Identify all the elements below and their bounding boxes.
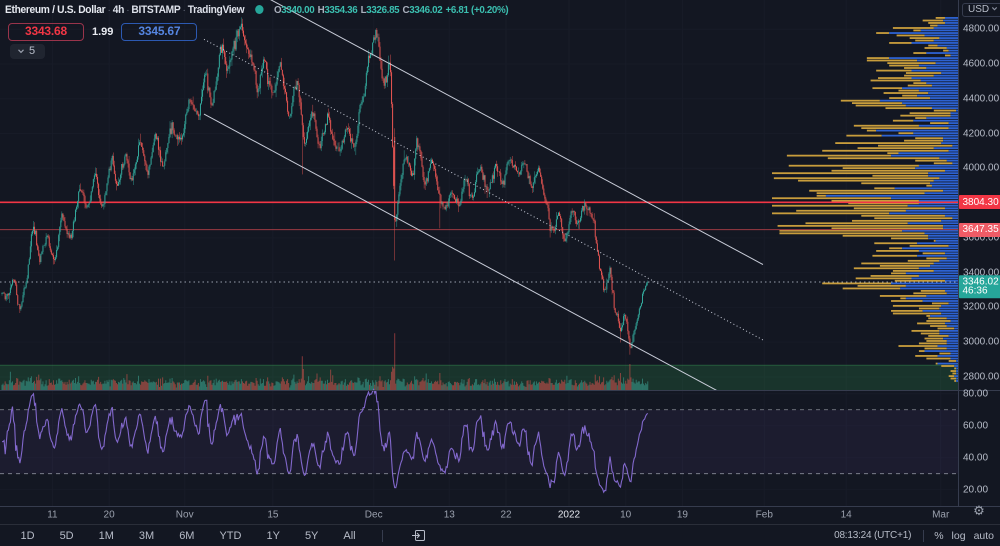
price-axis-label: 4200.00 [963, 128, 1000, 140]
high-value: 3354.36 [324, 4, 358, 16]
toolbar-divider [382, 529, 384, 542]
header-separator-3: · [182, 5, 186, 16]
symbol-title[interactable]: Ethereum / U.S. Dollar [5, 4, 106, 16]
alert-price-badge: 3647.35 [958, 222, 1000, 237]
market-status-icon[interactable] [255, 5, 264, 14]
candlesticks-layer [1, 17, 649, 355]
log-scale-button[interactable]: log [951, 529, 966, 542]
low-value: 3326.85 [366, 4, 400, 16]
object-tree-toggle[interactable]: 5 [10, 44, 46, 59]
time-axis-label: 10 [620, 509, 632, 521]
object-count: 5 [29, 45, 36, 57]
time-axis-label: 15 [267, 509, 279, 521]
time-axis-label: 20 [103, 509, 115, 521]
low-label: L [360, 4, 367, 16]
time-axis-label: 13 [443, 509, 455, 521]
chevron-down-icon [992, 7, 998, 11]
close-value: 3346.02 [409, 4, 443, 16]
price-axis-label: 4000.00 [963, 162, 1000, 174]
exchange-label[interactable]: BITSTAMP [131, 4, 181, 16]
range-button-3m[interactable]: 3M [138, 529, 155, 542]
alert-lines-layer[interactable] [0, 201, 958, 231]
symbol-header: Ethereum / U.S. Dollar · 4h · BITSTAMP · Tradi… [5, 4, 512, 16]
spread-value: 1.99 [91, 26, 114, 38]
go-to-date-icon[interactable] [411, 528, 426, 546]
rsi-axis-label: 20.00 [963, 484, 989, 496]
grid-lines-layer [0, 0, 958, 506]
header-separator-1: · [107, 5, 111, 16]
time-axis-label: Nov [175, 509, 194, 521]
rsi-pane-layer [0, 388, 958, 494]
range-button-1m[interactable]: 1M [98, 529, 114, 542]
price-scale-currency-button[interactable]: USD [962, 3, 1000, 17]
range-button-1d[interactable]: 1D [20, 529, 35, 542]
bar-countdown: 46:36 [962, 285, 988, 297]
price-axis-label: 4600.00 [963, 58, 1000, 70]
pane-borders-layer [0, 0, 1000, 525]
platform-label[interactable]: TradingView [187, 4, 245, 16]
buy-button[interactable]: 3345.67 [121, 22, 198, 42]
range-button-5d[interactable]: 5D [59, 529, 74, 542]
toolbar-divider [923, 529, 925, 542]
time-axis-label: 22 [500, 509, 512, 521]
range-button-1y[interactable]: 1Y [266, 529, 280, 542]
change-value: +6.81 (+0.20%) [445, 4, 509, 16]
price-axis-label: 4400.00 [963, 93, 1000, 105]
price-axis-label: 2800.00 [963, 371, 1000, 383]
range-button-ytd[interactable]: YTD [219, 529, 242, 542]
time-axis-label: 14 [840, 509, 852, 521]
range-button-6m[interactable]: 6M [179, 529, 195, 542]
last-price-badge: 3346.02 46:36 [958, 274, 1000, 299]
open-label: O [274, 4, 282, 16]
rsi-axis-label: 60.00 [963, 420, 989, 432]
clock-readout[interactable]: 08:13:24 (UTC+1) [834, 530, 912, 541]
high-label: H [317, 4, 325, 16]
range-button-all[interactable]: All [343, 529, 356, 542]
interval-label[interactable]: 4h [112, 4, 125, 16]
volume-bars-layer [1, 333, 649, 390]
time-axis-label: Mar [932, 509, 950, 521]
price-axis-label: 3200.00 [963, 301, 1000, 313]
rsi-axis-label: 80.00 [963, 388, 989, 400]
rsi-axis-label: 40.00 [963, 452, 989, 464]
price-axis-label: 3000.00 [963, 336, 1000, 348]
percent-scale-button[interactable]: % [934, 529, 944, 542]
currency-label: USD [968, 4, 990, 15]
time-axis-label: Dec [364, 509, 383, 521]
chevron-down-icon [18, 49, 24, 54]
time-axis-label: 19 [676, 509, 688, 521]
time-axis-label: 2022 [557, 509, 581, 521]
parallel-channel-layer[interactable] [203, 0, 764, 415]
ohlc-readout: O3340.00 H3354.36 L3326.85 C3346.02 +6.81 (+… [274, 4, 512, 16]
time-axis-label: 11 [47, 509, 58, 521]
close-label: C [402, 4, 410, 16]
bottom-toolbar: 1D 5D 1M 3M 6M YTD 1Y 5Y All 08:13:24 (UTC+1) % … [0, 525, 1000, 546]
sell-button[interactable]: 3343.68 [8, 22, 84, 42]
time-axis-settings-gear-icon[interactable]: ⚙ [973, 503, 985, 518]
time-axis-label: Feb [755, 509, 773, 521]
header-separator-2: · [126, 5, 130, 16]
range-button-5y[interactable]: 5Y [304, 529, 319, 542]
price-axis-label: 3600.00 [963, 232, 1000, 244]
volume-profile-layer [772, 17, 958, 382]
alert-price-badge: 3804.30 [958, 195, 1000, 210]
open-value: 3340.00 [281, 4, 315, 16]
last-price-value: 3346.02 [962, 275, 999, 287]
date-range-buttons: 1D 5D 1M 3M 6M YTD 1Y 5Y All [8, 530, 368, 542]
price-axis-label: 4800.00 [963, 23, 1000, 35]
trade-panel: 3343.68 1.99 3345.67 [8, 22, 198, 42]
auto-scale-button[interactable]: auto [973, 529, 994, 542]
price-axis-label: 3400.00 [963, 267, 1000, 279]
